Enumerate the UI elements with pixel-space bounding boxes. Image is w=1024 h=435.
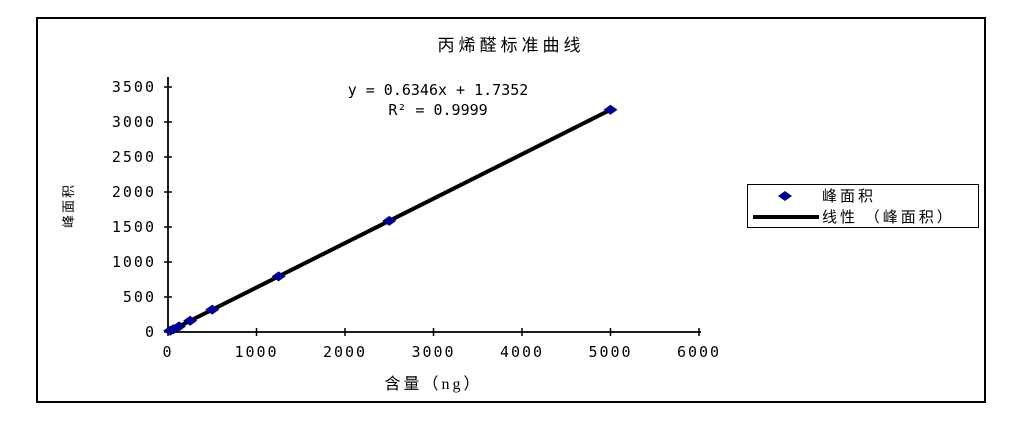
r-squared-line: R² = 0.9999 <box>388 101 488 119</box>
x-tick-label: 0 <box>162 343 173 361</box>
y-tick-label: 500 <box>123 288 156 306</box>
trendline-marker-icon <box>753 214 819 219</box>
y-tick-label: 1000 <box>112 253 156 271</box>
plot-area: 0 1000 2000 3000 4000 5000 6000 0 500 1000 1500 200… <box>112 77 721 361</box>
trendline-equation: y = 0.6346x + 1.7352 R² = 0.9999 <box>293 80 583 120</box>
y-tick-label: 3000 <box>112 113 156 131</box>
legend-item-series: 峰面积 <box>748 186 978 205</box>
diamond-marker-icon <box>778 190 792 201</box>
x-tick-label: 6000 <box>677 343 721 361</box>
chart-frame: 0 1000 2000 3000 4000 5000 6000 0 500 1000 1500 200… <box>36 17 986 403</box>
data-point <box>183 315 198 326</box>
legend-label-series: 峰面积 <box>822 189 877 205</box>
legend: 峰面积 线性 （峰面积） <box>747 184 979 228</box>
x-tick-label: 2000 <box>323 343 367 361</box>
chart-title: 丙烯醛标准曲线 <box>437 36 585 55</box>
y-tick-label: 1500 <box>112 218 156 236</box>
x-tick-label: 4000 <box>500 343 544 361</box>
y-tick-label: 3500 <box>112 78 156 96</box>
y-axis-title: 峰面积 <box>61 182 77 228</box>
y-tick-label: 2500 <box>112 148 156 166</box>
x-tick-label: 5000 <box>588 343 632 361</box>
y-tick-label: 2000 <box>112 183 156 201</box>
legend-item-trendline: 线性 （峰面积） <box>748 207 978 226</box>
data-point <box>382 215 397 226</box>
data-point <box>271 271 286 282</box>
x-tick-label: 3000 <box>411 343 455 361</box>
x-tick-label: 1000 <box>234 343 278 361</box>
data-point <box>603 104 618 115</box>
equation-line: y = 0.6346x + 1.7352 <box>347 81 529 99</box>
data-point <box>205 304 220 315</box>
x-axis-title: 含量（ng） <box>384 376 483 393</box>
legend-label-trendline: 线性 （峰面积） <box>822 210 955 226</box>
data-point <box>172 321 187 332</box>
y-tick-label: 0 <box>145 323 156 341</box>
